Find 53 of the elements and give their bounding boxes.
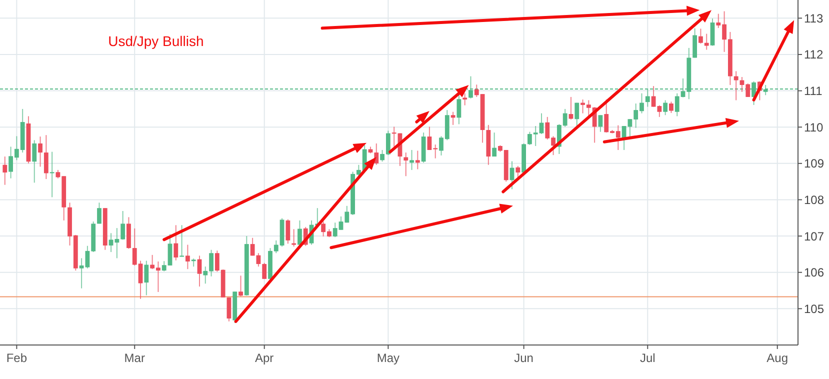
candlestick [374, 142, 379, 166]
candlestick [262, 262, 267, 280]
candlestick [516, 165, 520, 180]
y-tick-label: 112 [804, 48, 824, 62]
candlestick [710, 18, 715, 46]
candlestick [44, 134, 48, 180]
candlestick [663, 100, 668, 116]
y-tick-label: 106 [804, 266, 824, 280]
candlestick [698, 28, 703, 44]
y-tick-label: 111 [804, 84, 823, 98]
candlestick [704, 33, 709, 50]
candlestick [404, 152, 408, 177]
candlestick [692, 28, 698, 58]
x-tick-label: May [376, 351, 400, 365]
candlestick [568, 96, 574, 120]
candlestick [462, 92, 468, 106]
y-tick-label: 107 [804, 229, 824, 244]
candlestick [50, 151, 54, 198]
candlestick [392, 126, 396, 148]
x-tick-label: Jul [640, 351, 656, 365]
candlestick [238, 275, 243, 297]
y-tick-label: 109 [804, 156, 824, 171]
x-tick-label: Jun [514, 351, 534, 365]
candlestick [250, 237, 255, 256]
x-tick-label: Apr [255, 351, 274, 365]
candlestick [197, 255, 202, 288]
candlestick [669, 101, 674, 114]
y-tick-label: 110 [804, 120, 824, 134]
x-tick-label: Feb [6, 351, 28, 365]
candlestick [574, 102, 580, 128]
candlestick [286, 218, 290, 244]
candlestick [174, 224, 178, 261]
text: Usd/Jpy Bullish [108, 33, 204, 50]
candlestick [32, 140, 37, 184]
y-tick-label: 113 [804, 11, 824, 26]
x-tick-label: Aug [766, 351, 788, 365]
candlestick [415, 150, 420, 170]
candlestick [226, 296, 232, 322]
candlestick [456, 94, 462, 125]
candlestick [734, 70, 738, 101]
candlestick [598, 114, 603, 132]
candlestick [97, 202, 102, 224]
candlestick [292, 228, 296, 248]
candlestick [180, 224, 184, 258]
candlestick [185, 244, 190, 270]
x-tick-label: Mar [124, 351, 145, 365]
y-tick-label: 108 [804, 192, 824, 207]
candlestick [144, 260, 149, 296]
candlestick [410, 149, 414, 170]
candlestick [38, 136, 42, 168]
candlestick [492, 132, 497, 158]
candlestick [2, 156, 8, 186]
y-tick-label: 105 [804, 302, 824, 316]
